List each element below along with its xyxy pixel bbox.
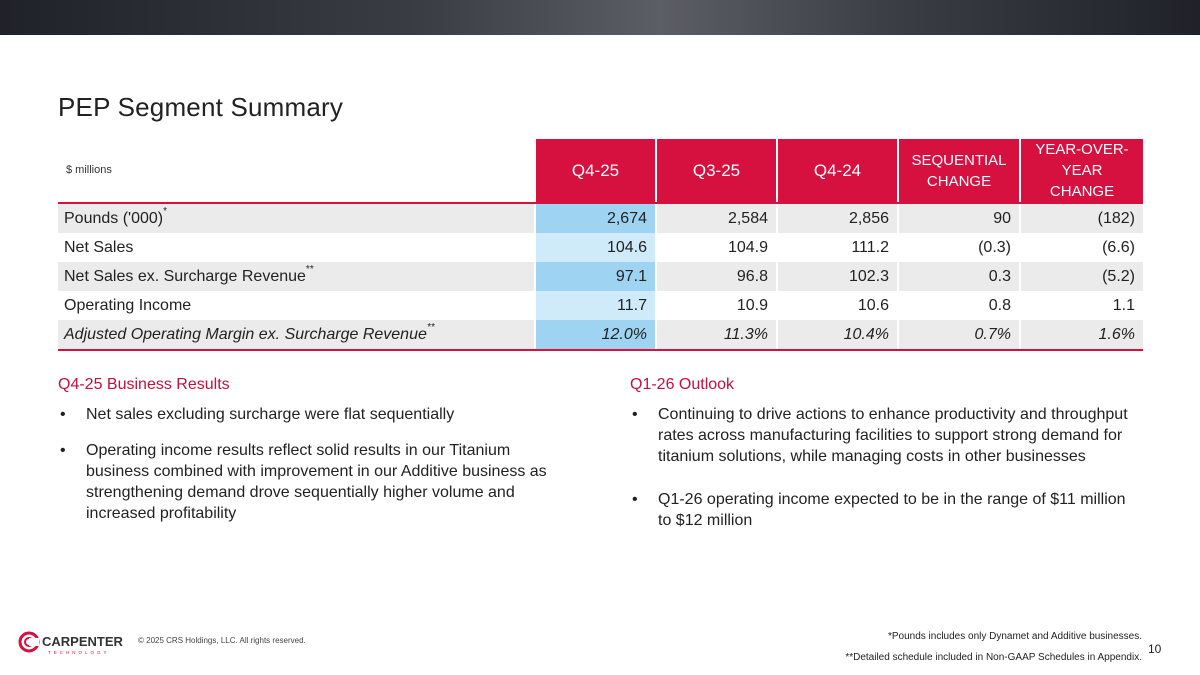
cell-q4-25: 97.1 xyxy=(534,262,656,291)
cell-yoy-change: 1.6% xyxy=(1019,320,1143,351)
business-results-heading: Q4-25 Business Results xyxy=(58,376,230,393)
cell-sequential-change: (0.3) xyxy=(897,233,1020,262)
cell-q4-25: 104.6 xyxy=(534,233,656,262)
column-header-sequential-change: SEQUENTIAL CHANGE xyxy=(897,139,1020,204)
cell-sequential-change: 0.7% xyxy=(897,320,1020,351)
table-row: Operating Income 11.7 10.9 10.6 0.8 1.1 xyxy=(58,291,1143,320)
cell-q3-25: 96.8 xyxy=(655,262,777,291)
units-label: $ millions xyxy=(58,139,535,204)
copyright-text: © 2025 CRS Holdings, LLC. All rights res… xyxy=(138,636,306,645)
row-label-text: Adjusted Operating Margin ex. Surcharge … xyxy=(64,325,427,343)
column-header-q3-25: Q3-25 xyxy=(655,139,777,204)
outlook-list: • Continuing to drive actions to enhance … xyxy=(630,404,1140,531)
row-label: Adjusted Operating Margin ex. Surcharge … xyxy=(58,320,535,351)
cell-q3-25: 11.3% xyxy=(655,320,777,351)
cell-sequential-change: 0.3 xyxy=(897,262,1020,291)
table-header-row: $ millions Q4-25 Q3-25 Q4-24 SEQUENTIAL … xyxy=(58,139,1143,204)
cell-q4-24: 10.4% xyxy=(776,320,898,351)
cell-yoy-change: (5.2) xyxy=(1019,262,1143,291)
bullet-icon: • xyxy=(60,406,66,423)
column-header-yoy-change: YEAR-OVER-YEAR CHANGE xyxy=(1019,139,1143,204)
carpenter-logo: CARPENTER TECHNOLOGY xyxy=(18,631,128,655)
cell-q3-25: 2,584 xyxy=(655,202,777,233)
bullet-text: Net sales excluding surcharge were flat … xyxy=(86,406,455,423)
column-header-q4-25: Q4-25 xyxy=(534,139,656,204)
footnote-mark: ** xyxy=(426,322,435,334)
table-row: Net Sales ex. Surcharge Revenue** 97.1 9… xyxy=(58,262,1143,291)
list-item: • Operating income results reflect solid … xyxy=(58,440,558,524)
table-row: Adjusted Operating Margin ex. Surcharge … xyxy=(58,320,1143,351)
footnote-non-gaap: **Detailed schedule included in Non-GAAP… xyxy=(845,652,1142,663)
row-label-text: Operating Income xyxy=(64,296,192,314)
business-results-list: • Net sales excluding surcharge were flat… xyxy=(58,404,558,524)
outlook-heading: Q1-26 Outlook xyxy=(630,376,735,393)
bullet-text: Operating income results reflect solid r… xyxy=(86,442,547,522)
outlook-section: Q1-26 Outlook • Continuing to drive actio… xyxy=(630,376,1140,553)
footnotes: *Pounds includes only Dynamet and Additi… xyxy=(845,626,1142,668)
cell-q3-25: 10.9 xyxy=(655,291,777,320)
logo-mark-icon xyxy=(18,631,40,653)
row-label-text: Net Sales xyxy=(64,238,134,256)
cell-sequential-change: 90 xyxy=(897,202,1020,233)
cell-q4-24: 2,856 xyxy=(776,202,898,233)
cell-q4-25: 12.0% xyxy=(534,320,656,351)
page-title: PEP Segment Summary xyxy=(58,92,344,122)
footnote-mark: * xyxy=(163,206,168,218)
row-label-text: Pounds ('000) xyxy=(64,209,164,227)
cell-yoy-change: (182) xyxy=(1019,202,1143,233)
bullet-icon: • xyxy=(632,491,638,508)
bullet-text: Q1-26 operating income expected to be in… xyxy=(658,491,1126,529)
page-number: 10 xyxy=(1148,642,1162,656)
cell-yoy-change: (6.6) xyxy=(1019,233,1143,262)
cell-q3-25: 104.9 xyxy=(655,233,777,262)
cell-q4-24: 111.2 xyxy=(776,233,898,262)
cell-q4-24: 102.3 xyxy=(776,262,898,291)
row-label: Pounds ('000)* xyxy=(58,202,535,233)
top-banner xyxy=(0,0,1200,35)
table-row: Net Sales 104.6 104.9 111.2 (0.3) (6.6) xyxy=(58,233,1143,262)
footnote-mark: ** xyxy=(305,264,314,276)
segment-summary-table: $ millions Q4-25 Q3-25 Q4-24 SEQUENTIAL … xyxy=(58,139,1143,351)
bullet-icon: • xyxy=(632,406,638,423)
cell-yoy-change: 1.1 xyxy=(1019,291,1143,320)
cell-sequential-change: 0.8 xyxy=(897,291,1020,320)
row-label: Net Sales ex. Surcharge Revenue** xyxy=(58,262,535,291)
row-label: Net Sales xyxy=(58,233,535,262)
logo-subtext: TECHNOLOGY xyxy=(48,650,110,655)
bullet-icon: • xyxy=(60,442,66,459)
footnote-pounds: *Pounds includes only Dynamet and Additi… xyxy=(887,631,1142,642)
column-header-q4-24: Q4-24 xyxy=(776,139,898,204)
row-label-text: Net Sales ex. Surcharge Revenue xyxy=(64,267,306,285)
row-label: Operating Income xyxy=(58,291,535,320)
table-row: Pounds ('000)* 2,674 2,584 2,856 90 (182… xyxy=(58,202,1143,233)
list-item: • Q1-26 operating income expected to be i… xyxy=(630,489,1140,531)
cell-q4-25: 2,674 xyxy=(534,202,656,233)
logo-wordmark: CARPENTER xyxy=(42,634,124,649)
bullet-text: Continuing to drive actions to enhance p… xyxy=(658,406,1128,465)
list-item: • Continuing to drive actions to enhance … xyxy=(630,404,1140,467)
cell-q4-24: 10.6 xyxy=(776,291,898,320)
cell-q4-25: 11.7 xyxy=(534,291,656,320)
business-results-section: Q4-25 Business Results • Net sales exclud… xyxy=(58,376,558,539)
list-item: • Net sales excluding surcharge were flat… xyxy=(58,404,558,425)
